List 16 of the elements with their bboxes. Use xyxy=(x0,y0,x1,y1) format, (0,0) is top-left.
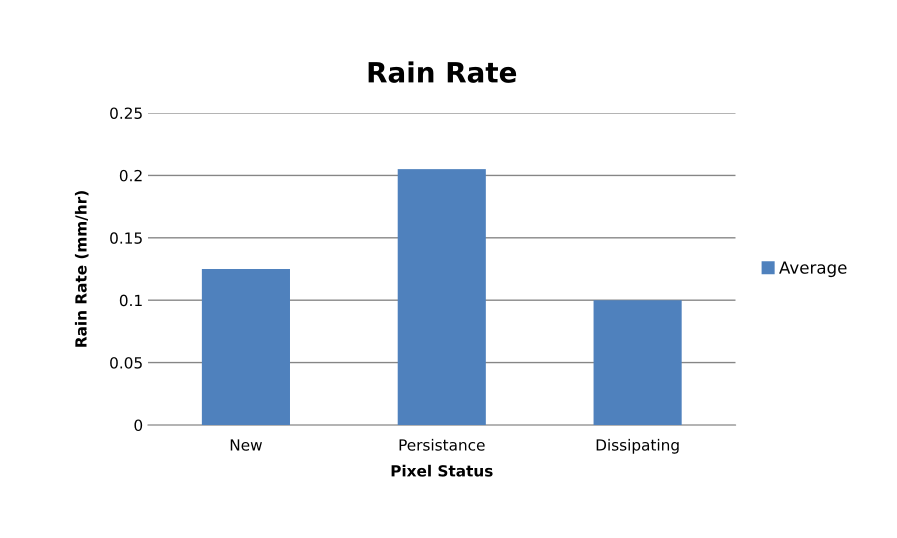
x-axis-title: Pixel Status xyxy=(392,464,493,477)
x-tick-label: New xyxy=(230,439,262,451)
y-axis-title: Rain Rate (mm/hr) xyxy=(74,191,89,347)
bar xyxy=(398,169,486,426)
bar xyxy=(594,300,682,426)
y-tick-label: 0.2 xyxy=(120,170,142,182)
bar xyxy=(202,269,290,426)
y-tick-label: 0.15 xyxy=(110,232,142,244)
y-tick-label: 0.1 xyxy=(120,294,142,306)
x-tick-label: Dissipating xyxy=(596,438,679,454)
legend-label: Average xyxy=(779,261,847,278)
y-tick-label: 0.25 xyxy=(110,107,142,119)
x-tick-label: Persistance xyxy=(400,438,485,451)
chart-title: Rain Rate xyxy=(368,61,516,83)
y-tick-label: 0.05 xyxy=(110,357,142,369)
y-tick-label: 0 xyxy=(134,419,142,432)
